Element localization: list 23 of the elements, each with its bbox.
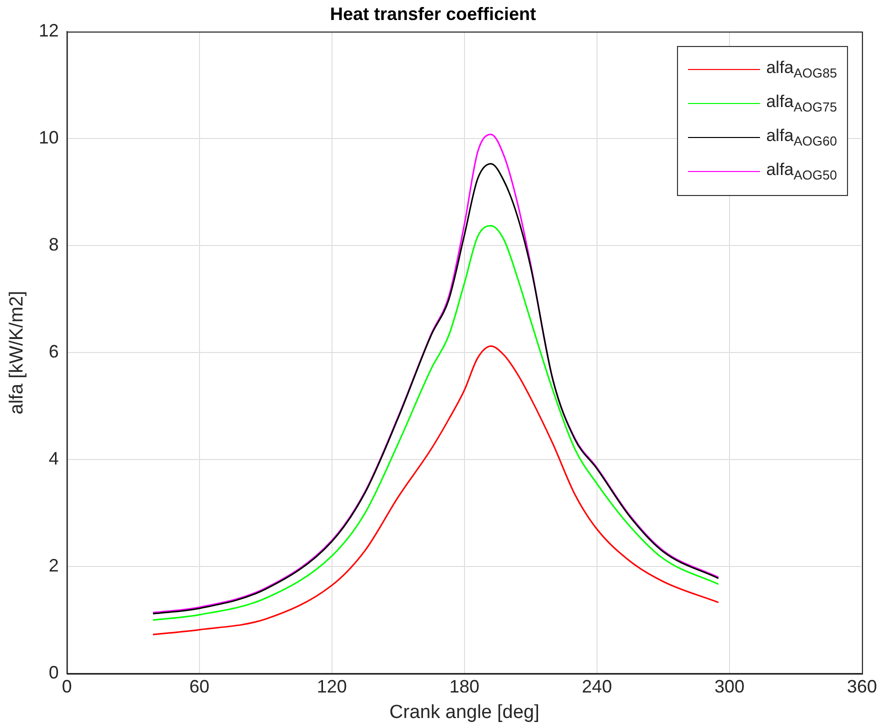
y-tick-label: 12 [38,20,59,41]
legend-label: alfa$_{AOG75}$ [766,92,837,115]
x-tick-label: 240 [582,676,612,696]
x-axis-title: Crank angle [deg] [389,702,540,723]
y-tick-label: 2 [48,556,59,576]
x-tick-label: 360 [846,676,878,696]
y-tick-label: 10 [38,128,59,148]
x-tick-label: 300 [714,676,744,696]
legend-label: alfa$_{AOG50}$ [766,160,837,183]
y-tick-label: 0 [48,662,59,683]
line-series [152,345,720,636]
y-axis-title: alfa [kW/K/m2] [6,290,28,414]
legend-label: alfa$_{AOG60}$ [766,126,837,149]
x-tick-label: 60 [189,676,210,696]
x-tick-label: 0 [62,676,72,696]
x-tick-label: 120 [316,676,347,696]
y-tick-label: 8 [48,234,59,255]
legend-label: alfa$_{AOG85}$ [766,58,837,81]
line-series [152,225,720,621]
y-tick-label: 4 [48,448,59,469]
chart-title: Heat transfer coefficient [330,4,536,24]
x-tick-label: 180 [449,676,480,696]
y-tick-label: 6 [48,342,59,362]
